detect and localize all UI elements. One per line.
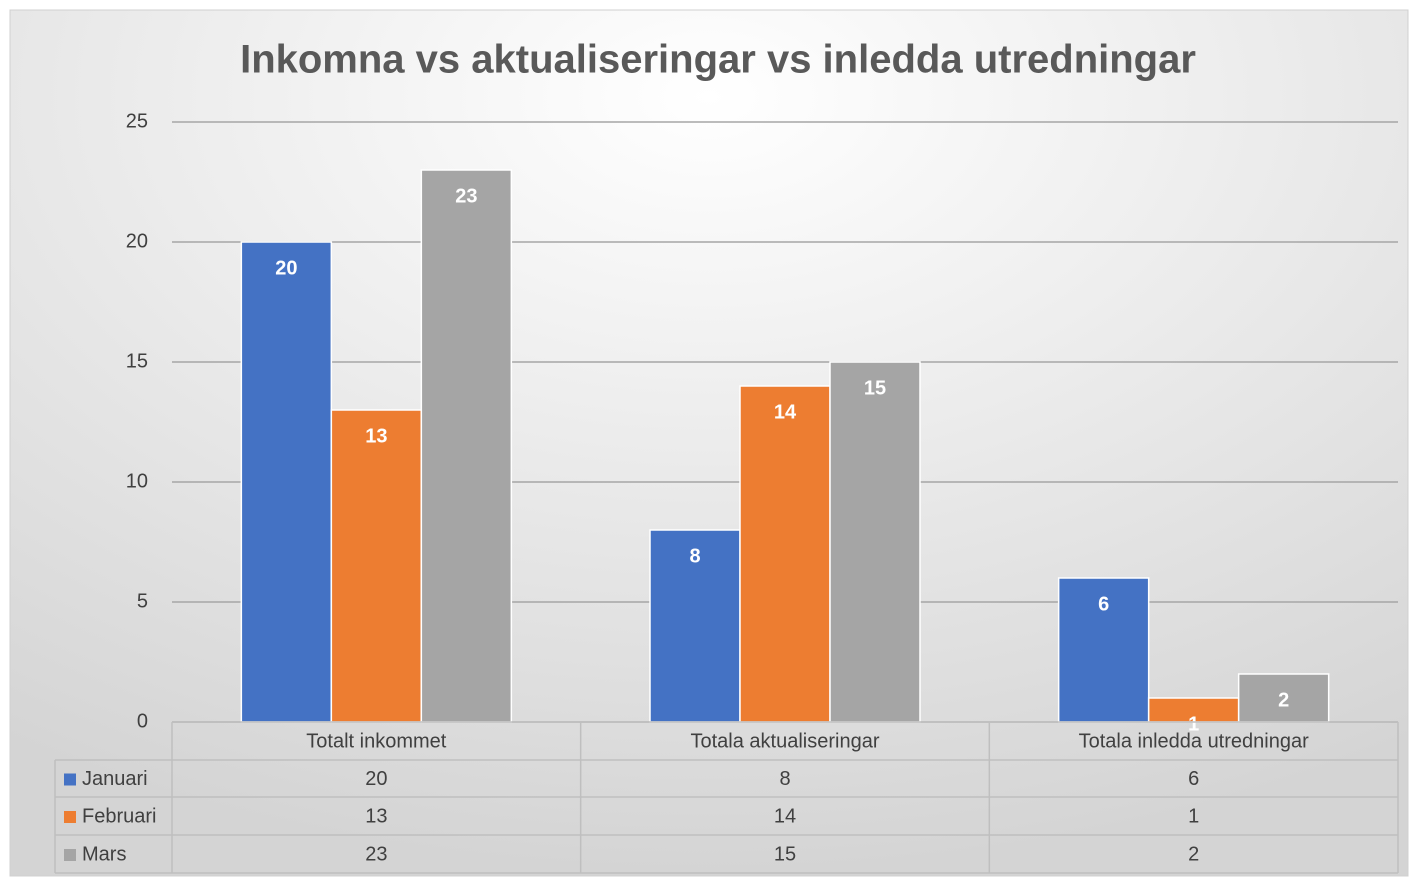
legend-swatch: [64, 773, 76, 786]
legend-swatch: [64, 849, 76, 861]
y-tick-label: 20: [126, 230, 148, 252]
data-label: 15: [864, 377, 886, 399]
y-tick-label: 0: [137, 710, 148, 732]
table-cell: 1: [1188, 805, 1199, 827]
data-label: 13: [365, 425, 387, 447]
table-cell: 13: [365, 805, 387, 827]
bar: [829, 361, 921, 723]
legend-label: Mars: [82, 843, 126, 865]
x-tick-label: Totalt inkommet: [306, 730, 446, 752]
bar: [330, 409, 423, 723]
data-label: 2: [1278, 689, 1289, 711]
bar: [1237, 673, 1330, 723]
bar: [1057, 577, 1150, 723]
y-tick-label: 5: [137, 590, 148, 612]
table-cell: 15: [774, 843, 796, 865]
data-label: 14: [774, 401, 797, 423]
table-cell: 20: [365, 768, 387, 790]
table-cell: 23: [365, 843, 387, 865]
table-cell: 2: [1188, 843, 1199, 865]
data-label: 6: [1098, 593, 1109, 615]
x-tick-label: Totala inledda utredningar: [1079, 730, 1310, 752]
legend-label: Januari: [82, 768, 148, 790]
y-tick-label: 15: [126, 350, 148, 372]
bar: [240, 241, 333, 723]
bar: [739, 385, 831, 723]
data-label: 23: [455, 185, 477, 207]
data-label: 20: [275, 257, 297, 279]
x-tick-label: Totala aktualiseringar: [691, 730, 880, 752]
data-label: 8: [689, 545, 700, 567]
table-cell: 14: [774, 805, 796, 827]
table-cell: 6: [1188, 768, 1199, 790]
chart-title: Inkomna vs aktualiseringar vs inledda ut…: [240, 38, 1196, 82]
y-tick-label: 10: [126, 470, 148, 492]
legend-label: Februari: [82, 805, 156, 827]
data-label: 1: [1188, 713, 1199, 735]
table-cell: 8: [779, 768, 790, 790]
y-tick-label: 25: [126, 110, 148, 132]
bar: [420, 169, 513, 723]
legend-swatch: [64, 811, 76, 823]
